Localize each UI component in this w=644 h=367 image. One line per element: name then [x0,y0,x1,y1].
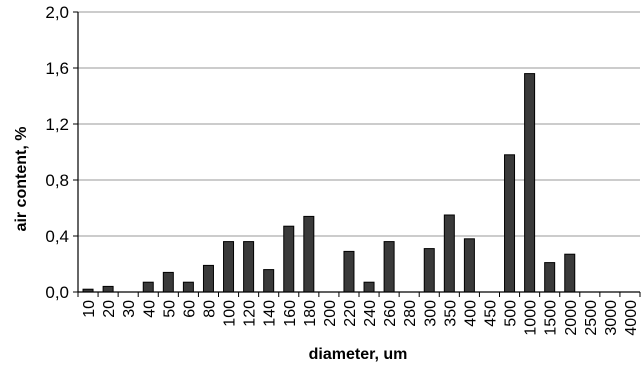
x-tick-label: 1500 [543,300,560,336]
bar [303,215,315,293]
bar [544,262,556,293]
x-tick-label: 140 [262,300,279,327]
x-tick-label: 1000 [523,300,540,336]
y-tick-label: 0,0 [45,283,69,302]
bar [162,271,174,293]
bar [283,225,295,293]
bar [182,281,194,293]
bar [243,241,255,293]
bar [383,241,395,293]
x-tick-labels: 10 20 30 40 50 60 80 100 120 140 160 180 200 220 240 26… [81,300,640,336]
y-tick-label: 0,4 [45,227,69,246]
bar [202,264,214,293]
bar [142,281,154,293]
x-tick-label: 2000 [563,300,580,336]
bar [423,248,435,293]
bar [102,285,114,293]
x-tick-label: 300 [422,300,439,327]
bar [363,281,375,293]
bar [564,253,576,293]
x-tick-label: 260 [382,300,399,327]
y-tick-label: 0,8 [45,171,69,190]
x-tick-label: 40 [141,300,158,318]
x-tick-label: 10 [81,300,98,318]
x-axis-label: diameter, um [309,346,408,363]
x-tick-label: 20 [101,300,118,318]
x-tick-label: 220 [342,300,359,327]
x-tick-label: 120 [242,300,259,327]
x-tick-label: 200 [322,300,339,327]
y-tick-labels: 0,0 0,4 0,8 1,2 1,6 2,0 [45,3,69,302]
bar [443,214,455,293]
bar [263,269,275,293]
y-tick-label: 1,6 [45,59,69,78]
x-tick-label: 280 [402,300,419,327]
x-tick-label: 100 [222,300,239,327]
x-tick-label: 3000 [603,300,620,336]
x-tick-label: 350 [442,300,459,327]
y-tick-label: 1,2 [45,115,69,134]
x-tick-label: 500 [503,300,520,327]
bar [223,241,235,293]
x-tick-label: 4000 [623,300,640,336]
bar [524,73,536,293]
gridlines [78,11,640,237]
x-tick-label: 160 [282,300,299,327]
x-tick-label: 60 [181,300,198,318]
y-tick-label: 2,0 [45,3,69,22]
bar [504,154,516,293]
x-tick-label: 30 [121,300,138,318]
x-tick-label: 80 [201,300,218,318]
bar [343,250,355,293]
x-tick-label: 450 [482,300,499,327]
bars [82,73,576,293]
y-axis-label: air content, % [13,127,30,232]
x-tick-label: 50 [161,300,178,318]
x-tick-label: 240 [362,300,379,327]
axes [73,11,641,297]
x-tick-label: 400 [462,300,479,327]
x-tick-label: 2500 [583,300,600,336]
x-tick-label: 180 [302,300,319,327]
bar [463,238,475,293]
